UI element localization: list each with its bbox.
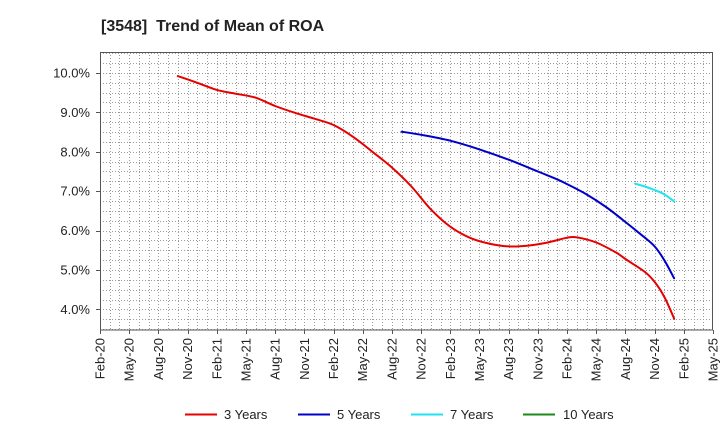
plot-grid <box>100 52 713 330</box>
x-tick-label: Aug-21 <box>268 338 283 380</box>
x-tick-label: Aug-20 <box>151 338 166 380</box>
y-tick-label: 6.0% <box>60 223 90 238</box>
x-tick-label: May-23 <box>472 338 487 381</box>
y-tick-label: 8.0% <box>60 144 90 159</box>
legend-item-3-years: 3 Years <box>185 407 268 422</box>
x-tick-label: Nov-23 <box>530 338 545 380</box>
axis-ticks <box>96 73 714 334</box>
x-tick-label: Aug-24 <box>618 338 633 380</box>
x-tick-label: Nov-21 <box>297 338 312 380</box>
x-tick-label: Feb-20 <box>93 338 108 379</box>
x-tick-label: Feb-23 <box>443 338 458 379</box>
chart-title: [3548] Trend of Mean of ROA <box>101 18 325 35</box>
x-tick-label: Nov-24 <box>647 338 662 380</box>
legend-label-10-years: 10 Years <box>563 407 614 422</box>
x-tick-label: Aug-23 <box>501 338 516 380</box>
legend-item-5-years: 5 Years <box>298 407 381 422</box>
x-tick-label: Aug-22 <box>384 338 399 380</box>
y-tick-label: 9.0% <box>60 105 90 120</box>
legend-item-10-years: 10 Years <box>523 407 614 422</box>
x-tick-label: May-24 <box>589 338 604 381</box>
y-tick-label: 5.0% <box>60 263 90 278</box>
x-tick-label: May-22 <box>355 338 370 381</box>
x-axis-tick-labels: Feb-20 May-20 Aug-20 Nov-20 Feb-21 May-21 Aug-… <box>93 338 720 381</box>
x-tick-label: Feb-25 <box>676 338 691 379</box>
x-tick-label: Nov-20 <box>180 338 195 380</box>
plot-lines <box>176 75 676 320</box>
y-tick-label: 4.0% <box>60 302 90 317</box>
plot-area-frame <box>100 52 713 331</box>
x-tick-label: May-25 <box>706 338 720 381</box>
x-tick-label: Nov-22 <box>414 338 429 380</box>
y-tick-label: 10.0% <box>53 65 90 80</box>
y-axis-tick-labels: 4.0% 5.0% 6.0% 7.0% 8.0% 9.0% 10.0% <box>53 65 90 317</box>
x-tick-label: May-20 <box>122 338 137 381</box>
y-tick-label: 7.0% <box>60 184 90 199</box>
series-line-5-years <box>400 130 676 280</box>
legend-label-7-years: 7 Years <box>450 407 494 422</box>
x-tick-label: May-21 <box>239 338 254 381</box>
legend-item-7-years: 7 Years <box>411 407 494 422</box>
x-tick-label: Feb-24 <box>560 338 575 379</box>
legend-label-3-years: 3 Years <box>224 407 268 422</box>
x-tick-label: Feb-22 <box>326 338 341 379</box>
x-tick-label: Feb-21 <box>209 338 224 379</box>
series-line-7-years <box>634 182 676 203</box>
legend-label-5-years: 5 Years <box>337 407 381 422</box>
legend: 3 Years 5 Years 7 Years 10 Years <box>185 407 614 422</box>
series-line-3-years <box>176 75 676 320</box>
